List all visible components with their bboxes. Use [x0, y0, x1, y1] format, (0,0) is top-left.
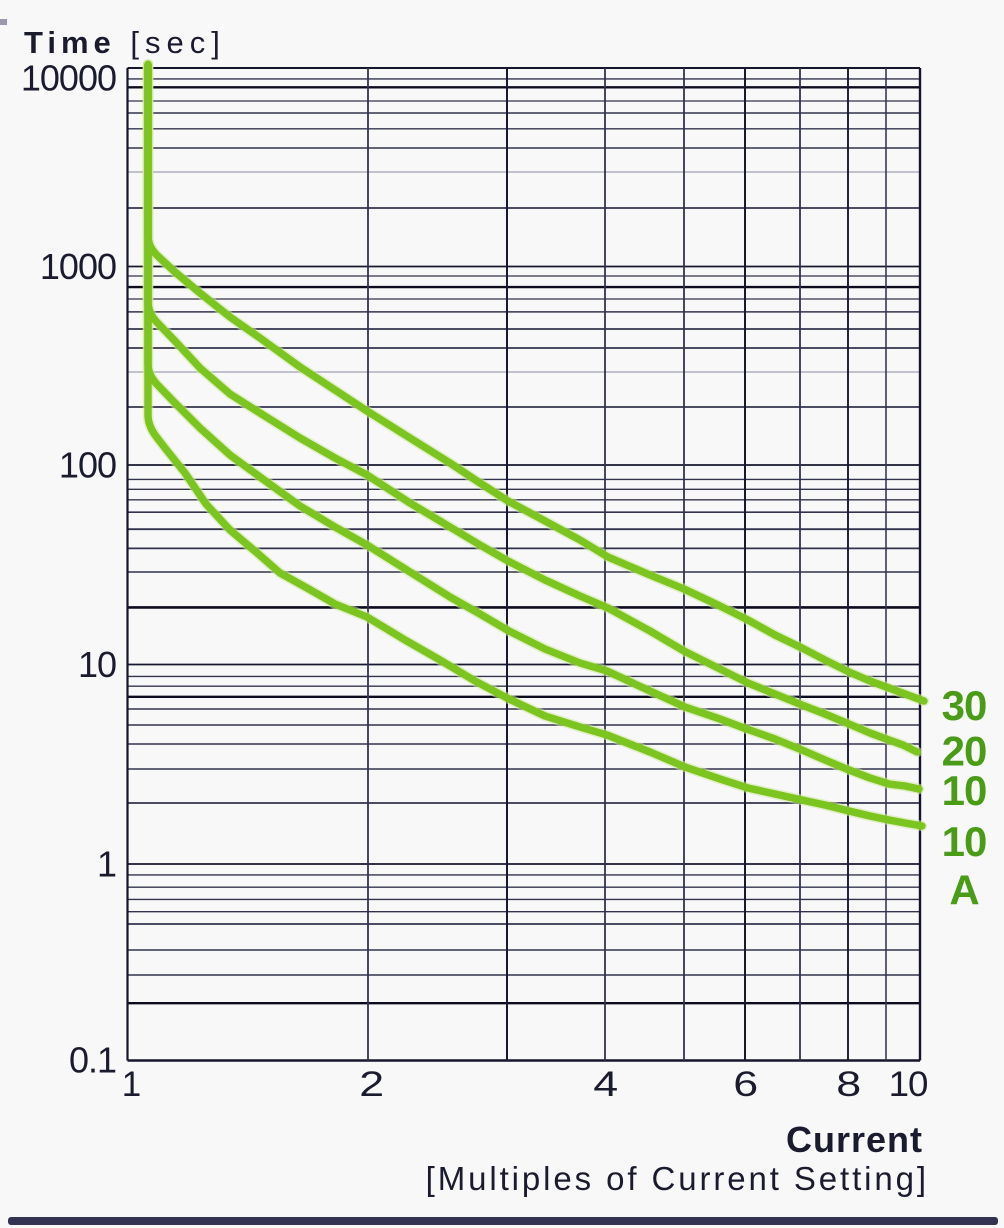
- svg-text:8: 8: [836, 1065, 860, 1104]
- svg-text:6: 6: [733, 1065, 757, 1104]
- svg-text:Current: Current: [786, 1119, 923, 1160]
- svg-text:10: 10: [942, 767, 987, 814]
- svg-text:A: A: [949, 867, 979, 914]
- svg-text:2: 2: [359, 1065, 383, 1104]
- svg-text:[Multiples of Current Setting]: [Multiples of Current Setting]: [426, 1160, 929, 1197]
- svg-text:1: 1: [97, 844, 116, 885]
- svg-text:10000: 10000: [21, 58, 116, 99]
- svg-text:Time [sec]: Time [sec]: [24, 25, 226, 60]
- svg-text:0.1: 0.1: [69, 1040, 116, 1081]
- svg-text:10: 10: [942, 818, 987, 865]
- svg-text:30: 30: [942, 682, 987, 729]
- svg-text:4: 4: [593, 1065, 618, 1104]
- svg-text:1: 1: [122, 1065, 140, 1104]
- svg-text:10: 10: [889, 1065, 928, 1104]
- svg-text:20: 20: [942, 728, 987, 775]
- svg-text:100: 100: [59, 445, 116, 486]
- svg-text:1000: 1000: [40, 246, 116, 287]
- svg-text:10: 10: [78, 644, 116, 685]
